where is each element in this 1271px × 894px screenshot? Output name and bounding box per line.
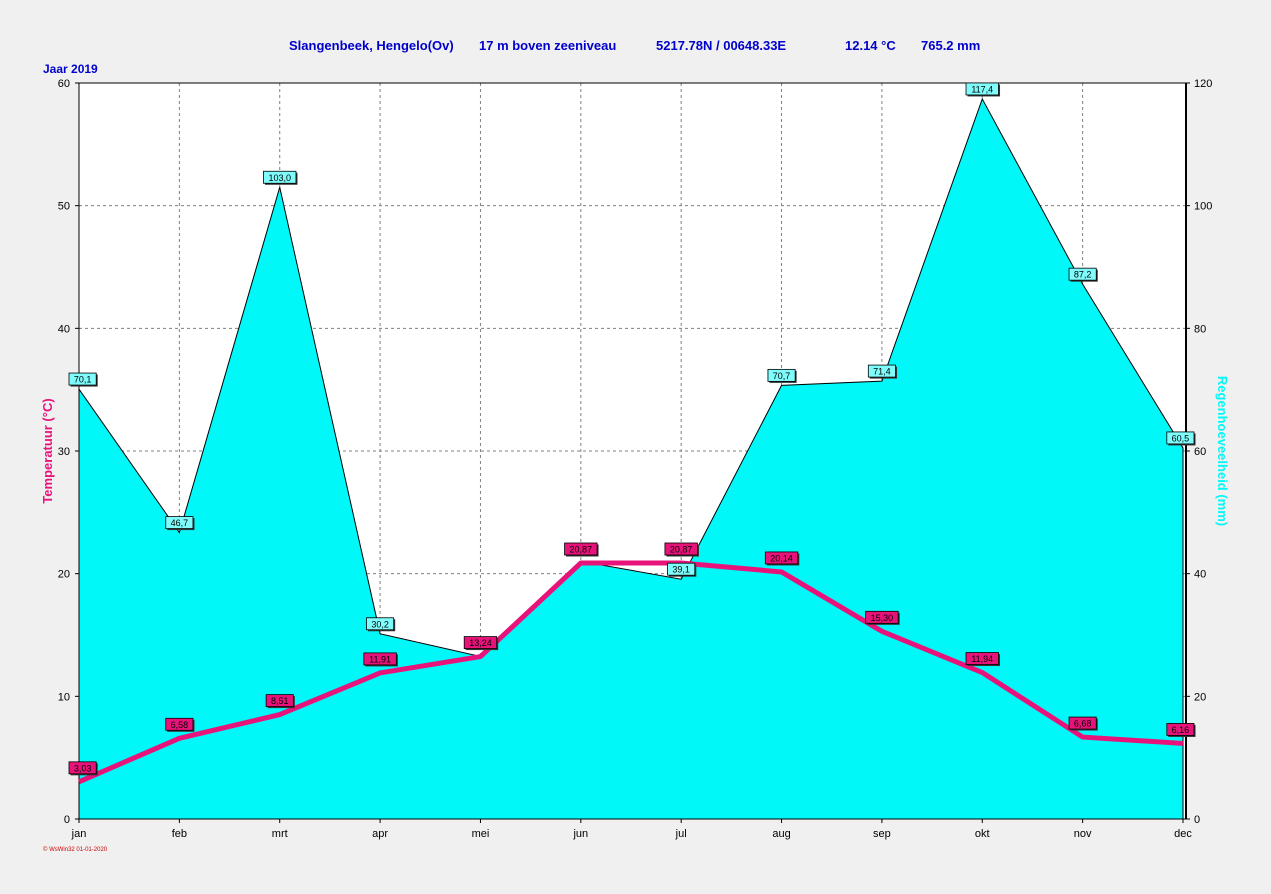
x-axis-tick-label: jun — [572, 828, 588, 840]
header-elevation: 17 m boven zeeniveau — [479, 38, 616, 53]
right-axis-tick-label: 20 — [1194, 691, 1206, 703]
x-axis-tick-label: mei — [472, 828, 490, 840]
temperature-data-label: 11,91 — [369, 654, 391, 664]
x-axis-tick-label: mrt — [272, 828, 288, 840]
left-axis-tick-label: 20 — [58, 569, 70, 581]
temperature-data-label: 15,30 — [871, 613, 894, 623]
right-axis-tick-label: 0 — [1194, 814, 1200, 826]
watermark: © WsWin32 01-01-2020 — [43, 846, 108, 853]
temperature-data-label-box — [265, 694, 294, 708]
x-axis-tick-label: jan — [71, 828, 87, 840]
rain-data-label: 117,4 — [971, 84, 993, 94]
temperature-data-label: 13,24 — [469, 638, 492, 648]
rain-data-label-box — [767, 368, 796, 382]
left-axis-tick-label: 60 — [58, 78, 70, 90]
x-axis-tick-label: apr — [372, 828, 388, 840]
temperature-data-label-box — [463, 636, 498, 649]
x-axis-tick-label: jul — [675, 828, 687, 840]
axes-layer: 0 10 20 30 40 50 60 0 20 40 60 80 100 120 jan feb mrt apr… — [58, 78, 1213, 840]
rain-data-label-box — [667, 562, 696, 576]
year-label: Jaar 2019 — [43, 62, 98, 76]
rain-data-label: 70,1 — [74, 375, 92, 385]
rain-data-label-box — [1068, 267, 1097, 281]
header-total-rain: 765.2 mm — [921, 38, 980, 53]
rain-data-label: 87,2 — [1074, 270, 1092, 280]
left-axis-tick-label: 30 — [58, 446, 70, 458]
temperature-data-label-box — [564, 542, 598, 556]
temperature-line — [78, 560, 1184, 785]
x-axis-tick-label: okt — [975, 828, 990, 840]
rain-data-label-box — [867, 364, 896, 378]
rain-data-label-box — [165, 516, 194, 529]
temperature-data-label-box — [68, 761, 97, 775]
left-axis-tick-label: 0 — [64, 814, 70, 826]
rain-data-label-box — [1166, 431, 1195, 445]
temperature-data-label-box — [1166, 723, 1195, 736]
rain-data-label-box — [263, 170, 297, 184]
left-axis-title: Temperatuur (°C) — [40, 398, 55, 503]
temperature-data-label: 20,87 — [670, 544, 693, 554]
x-axis-tick-label: nov — [1074, 828, 1092, 840]
x-axis-tick-label: sep — [873, 828, 891, 840]
temperature-data-label-box — [363, 652, 397, 666]
right-axis-tick-label: 120 — [1194, 78, 1212, 90]
right-axis-title: Regenhoeveelheid (mm) — [1215, 376, 1230, 526]
rain-data-label-box — [965, 82, 999, 96]
temperature-data-label: 20,87 — [570, 544, 593, 554]
data-labels: 70,1 46,7 103,0 30,2 39,1 70,7 71,4 117,4 87,2 60… — [68, 82, 1196, 776]
temperature-data-label-box — [165, 717, 194, 731]
temperature-data-label-box — [1068, 716, 1097, 730]
header-station: Slangenbeek, Hengelo(Ov) — [289, 38, 454, 53]
temperature-data-label: 11,94 — [971, 654, 993, 664]
rain-data-label: 103,0 — [268, 173, 291, 183]
temperature-data-label: 3,03 — [74, 763, 92, 773]
temperature-data-label-box — [764, 551, 799, 565]
rain-data-label: 60,5 — [1172, 433, 1190, 443]
x-axis-tick-label: feb — [172, 828, 187, 840]
right-axis-tick-label: 60 — [1194, 446, 1206, 458]
rain-data-label: 46,7 — [171, 518, 189, 528]
temperature-data-label: 8,51 — [271, 696, 289, 706]
header-coordinates: 5217.78N / 00648.33E — [656, 38, 786, 53]
rain-data-label: 70,7 — [773, 371, 791, 381]
left-axis-tick-label: 40 — [58, 323, 70, 335]
right-axis-tick-label: 80 — [1194, 323, 1206, 335]
rain-data-label: 71,4 — [873, 367, 891, 377]
rain-data-label: 30,2 — [371, 619, 389, 629]
header-mean-temperature: 12.14 °C — [845, 38, 896, 53]
temperature-data-label: 6,58 — [171, 720, 189, 730]
rain-data-label-box — [366, 617, 395, 631]
temperature-data-label-box — [965, 652, 999, 665]
temperature-data-label: 6,68 — [1074, 719, 1092, 729]
right-axis-tick-label: 100 — [1194, 201, 1212, 213]
rain-data-label: 39,1 — [672, 565, 690, 575]
temperature-data-label-box — [664, 542, 698, 556]
temperature-data-label: 20,14 — [770, 553, 793, 563]
right-axis-tick-label: 40 — [1194, 569, 1206, 581]
x-axis-tick-label: dec — [1174, 828, 1192, 840]
left-axis-tick-label: 10 — [58, 691, 70, 703]
x-axis-tick-label: aug — [772, 828, 790, 840]
temperature-data-label-box — [865, 610, 899, 624]
left-axis-tick-label: 50 — [58, 201, 70, 213]
rain-data-label-box — [68, 372, 97, 386]
temperature-data-label: 6,16 — [1172, 725, 1190, 735]
